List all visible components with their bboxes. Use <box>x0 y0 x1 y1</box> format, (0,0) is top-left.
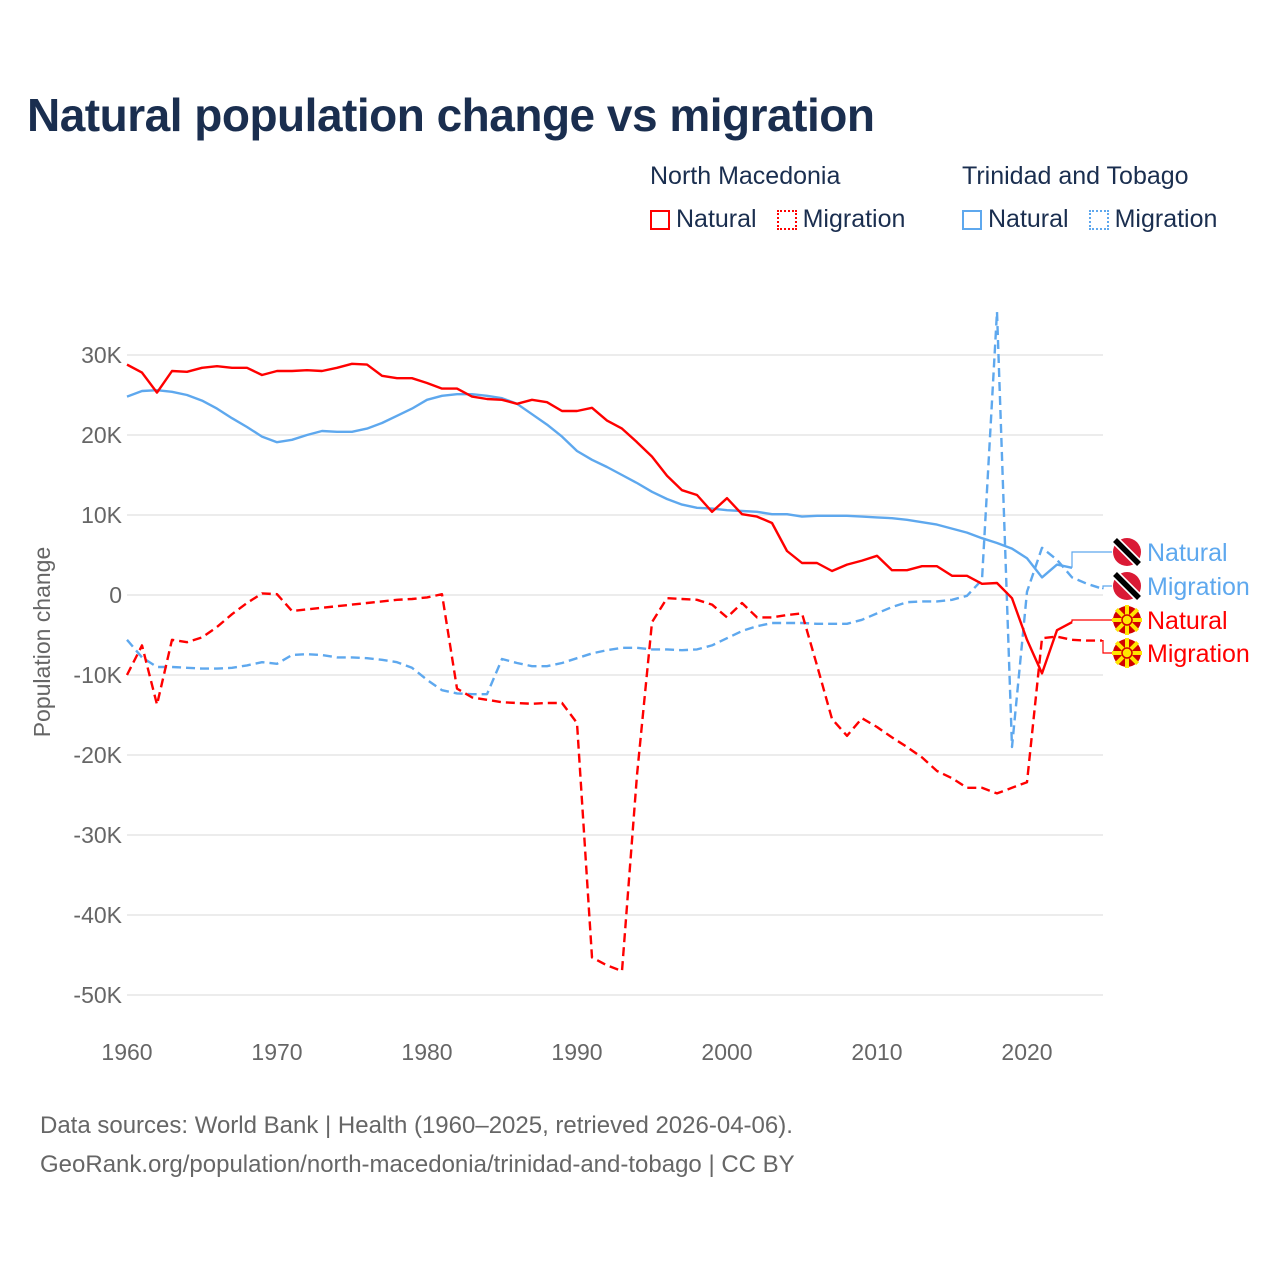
end-label: Natural <box>1147 607 1228 635</box>
x-axis-ticks: 1960 1970 1980 1990 2000 2010 2020 <box>101 1039 1052 1065</box>
legend-item-natural[interactable]: Natural <box>962 205 1069 234</box>
series-lines <box>125 310 1103 973</box>
x-tick-label: 2000 <box>701 1039 752 1065</box>
end-labels: Natural Migration Natural Migration <box>1071 536 1250 668</box>
series-line-trinidad-and-tobago-migration[interactable] <box>126 310 1103 749</box>
y-axis-label: Population change <box>29 547 55 738</box>
legend-item-natural[interactable]: Natural <box>650 205 757 234</box>
legend-group-north-macedonia: North Macedonia Natural Migration <box>650 162 905 234</box>
legend-country: North Macedonia <box>650 162 841 190</box>
legend-swatch-solid <box>650 209 670 230</box>
y-tick-label: -20K <box>73 742 122 768</box>
legend-swatch-dotted <box>1088 209 1109 230</box>
label-connector <box>1071 619 1112 623</box>
y-tick-label: 0 <box>109 582 122 608</box>
x-tick-label: 1960 <box>101 1039 152 1065</box>
legend-label: Migration <box>802 205 906 233</box>
y-tick-label: 30K <box>81 342 123 368</box>
y-tick-label: -50K <box>73 982 122 1008</box>
legend-item-migration[interactable]: Migration <box>776 205 906 234</box>
legend-group-trinidad-and-tobago: Trinidad and Tobago Natural Migration <box>962 162 1217 234</box>
legend-label: Migration <box>1114 205 1218 233</box>
label-connector <box>1071 551 1112 568</box>
trinidad-and-tobago-flag-icon <box>1111 570 1143 602</box>
x-tick-label: 2010 <box>851 1039 902 1065</box>
north-macedonia-flag-icon <box>1112 638 1142 668</box>
data-source-note: Data sources: World Bank | Health (1960–… <box>40 1112 793 1139</box>
legend-country: Trinidad and Tobago <box>962 162 1189 190</box>
trinidad-and-tobago-flag-icon <box>1111 536 1143 568</box>
y-tick-label: 10K <box>81 502 123 528</box>
legend-item-migration[interactable]: Migration <box>1088 205 1218 234</box>
y-tick-label: -40K <box>73 902 122 928</box>
gridlines <box>127 354 1103 996</box>
series-line-north-macedonia-natural[interactable] <box>126 362 1073 675</box>
y-axis-ticks: 30K 20K 10K 0 -10K -20K -30K -40K -50K <box>73 342 122 1008</box>
y-tick-label: -30K <box>73 822 122 848</box>
label-connector <box>1102 639 1112 654</box>
end-label: Migration <box>1147 573 1250 601</box>
legend-label: Natural <box>676 205 757 233</box>
legend-swatch-solid <box>962 209 982 230</box>
series-line-north-macedonia-migration[interactable] <box>125 592 1102 973</box>
north-macedonia-flag-icon <box>1112 605 1142 635</box>
x-tick-label: 2020 <box>1001 1039 1052 1065</box>
x-tick-label: 1970 <box>251 1039 302 1065</box>
y-tick-label: -10K <box>73 662 122 688</box>
footer: Data sources: World Bank | Health (1960–… <box>40 1106 795 1184</box>
end-label: Natural <box>1147 539 1228 567</box>
x-tick-label: 1990 <box>551 1039 602 1065</box>
legend-label: Natural <box>988 205 1069 233</box>
end-label: Migration <box>1147 640 1250 668</box>
label-connector <box>1102 585 1112 590</box>
y-tick-label: 20K <box>81 422 123 448</box>
x-tick-label: 1980 <box>401 1039 452 1065</box>
series-line-trinidad-and-tobago-natural[interactable] <box>126 389 1073 579</box>
legend-swatch-dotted <box>776 209 797 230</box>
chart-title: Natural population change vs migration <box>27 89 875 141</box>
source-link[interactable]: GeoRank.org/population/north-macedonia/t… <box>40 1151 795 1178</box>
